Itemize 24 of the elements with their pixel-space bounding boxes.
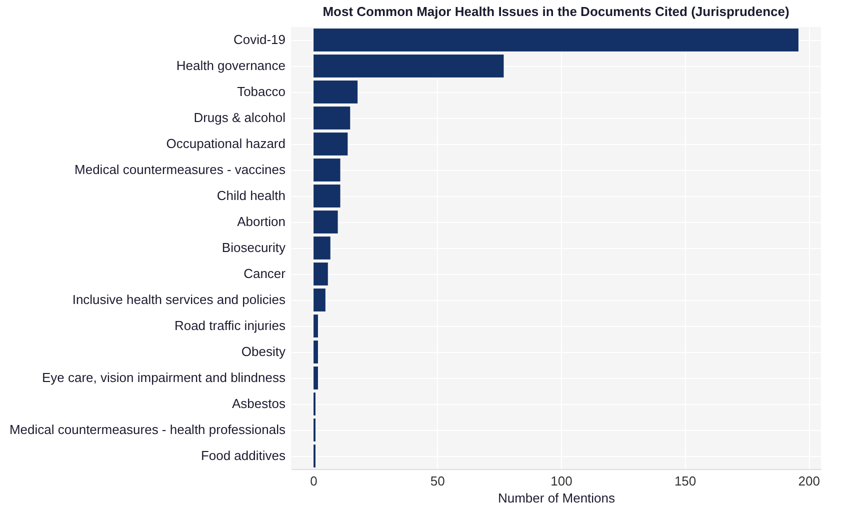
y-tick-label: Road traffic injuries <box>174 318 286 333</box>
y-tick-label: Asbestos <box>232 396 286 411</box>
x-tick-label: 0 <box>310 474 318 488</box>
y-tick-label: Covid-19 <box>233 32 286 47</box>
y-tick-label: Biosecurity <box>222 240 286 255</box>
y-tick-label: Occupational hazard <box>166 136 286 151</box>
y-tick-label: Drugs & alcohol <box>194 110 286 125</box>
x-tick-label: 100 <box>550 474 572 488</box>
y-tick-label: Medical countermeasures - vaccines <box>74 162 286 177</box>
y-tick-label: Tobacco <box>237 84 286 99</box>
y-tick-label: Medical countermeasures - health professionals <box>9 422 286 437</box>
x-tick-label: 150 <box>674 474 696 488</box>
y-tick-label: Child health <box>216 188 286 203</box>
y-tick-label: Eye care, vision impairment and blindness <box>42 370 286 385</box>
x-tick-label: 200 <box>798 474 820 488</box>
y-tick-label: Abortion <box>237 214 286 229</box>
y-tick-label: Food additives <box>200 448 286 463</box>
y-tick-label: Obesity <box>241 344 286 359</box>
x-tick-label: 50 <box>430 474 445 488</box>
y-tick-label: Health governance <box>176 58 286 73</box>
x-axis-title: Number of Mentions <box>498 490 616 506</box>
y-tick-label: Cancer <box>244 266 286 281</box>
y-tick-label: Inclusive health services and policies <box>72 292 286 307</box>
chart-title: Most Common Major Health Issues in the Documents Cited (Jurisprudence) <box>322 4 790 19</box>
